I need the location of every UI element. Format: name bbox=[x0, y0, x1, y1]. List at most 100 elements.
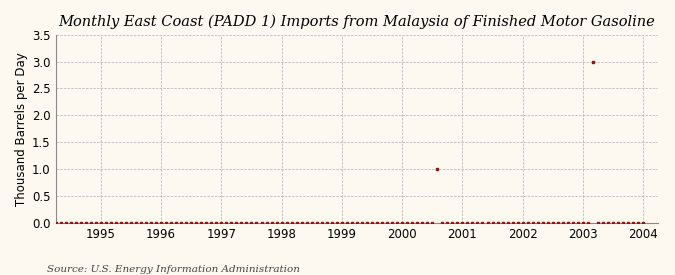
Point bbox=[306, 221, 317, 225]
Point bbox=[542, 221, 553, 225]
Point bbox=[281, 221, 292, 225]
Point bbox=[608, 221, 618, 225]
Point bbox=[266, 221, 277, 225]
Point bbox=[492, 221, 503, 225]
Point bbox=[76, 221, 86, 225]
Point bbox=[146, 221, 157, 225]
Point bbox=[578, 221, 589, 225]
Point bbox=[151, 221, 161, 225]
Point bbox=[121, 221, 132, 225]
Y-axis label: Thousand Barrels per Day: Thousand Barrels per Day bbox=[15, 52, 28, 206]
Point bbox=[191, 221, 202, 225]
Point bbox=[407, 221, 418, 225]
Point bbox=[533, 221, 543, 225]
Point bbox=[397, 221, 408, 225]
Point bbox=[140, 221, 151, 225]
Point bbox=[101, 221, 111, 225]
Point bbox=[597, 221, 608, 225]
Point bbox=[251, 221, 262, 225]
Point bbox=[292, 221, 302, 225]
Point bbox=[402, 221, 412, 225]
Point bbox=[95, 221, 106, 225]
Point bbox=[261, 221, 272, 225]
Point bbox=[161, 221, 171, 225]
Point bbox=[221, 221, 232, 225]
Title: Monthly East Coast (PADD 1) Imports from Malaysia of Finished Motor Gasoline: Monthly East Coast (PADD 1) Imports from… bbox=[59, 15, 655, 29]
Point bbox=[176, 221, 186, 225]
Point bbox=[111, 221, 122, 225]
Point bbox=[115, 221, 126, 225]
Point bbox=[517, 221, 528, 225]
Point bbox=[507, 221, 518, 225]
Point bbox=[80, 221, 91, 225]
Point bbox=[156, 221, 167, 225]
Point bbox=[226, 221, 237, 225]
Point bbox=[522, 221, 533, 225]
Point bbox=[502, 221, 513, 225]
Point bbox=[40, 221, 51, 225]
Point bbox=[256, 221, 267, 225]
Point bbox=[70, 221, 81, 225]
Point bbox=[487, 221, 498, 225]
Point bbox=[241, 221, 252, 225]
Point bbox=[482, 221, 493, 225]
Point bbox=[593, 221, 603, 225]
Point bbox=[618, 221, 628, 225]
Point bbox=[231, 221, 242, 225]
Point bbox=[547, 221, 558, 225]
Point bbox=[467, 221, 478, 225]
Point bbox=[362, 221, 373, 225]
Point bbox=[367, 221, 377, 225]
Point bbox=[276, 221, 287, 225]
Point bbox=[416, 221, 427, 225]
Point bbox=[296, 221, 307, 225]
Point bbox=[166, 221, 177, 225]
Point bbox=[628, 221, 639, 225]
Point bbox=[105, 221, 116, 225]
Point bbox=[603, 221, 614, 225]
Point bbox=[638, 221, 649, 225]
Point bbox=[632, 221, 643, 225]
Point bbox=[568, 221, 578, 225]
Point bbox=[558, 221, 568, 225]
Point bbox=[457, 221, 468, 225]
Point bbox=[512, 221, 523, 225]
Point bbox=[301, 221, 312, 225]
Point bbox=[622, 221, 633, 225]
Point bbox=[271, 221, 282, 225]
Point bbox=[90, 221, 101, 225]
Point bbox=[377, 221, 387, 225]
Point bbox=[321, 221, 332, 225]
Point bbox=[587, 59, 598, 64]
Point bbox=[356, 221, 367, 225]
Point bbox=[216, 221, 227, 225]
Point bbox=[336, 221, 347, 225]
Point bbox=[50, 221, 61, 225]
Point bbox=[45, 221, 56, 225]
Point bbox=[196, 221, 207, 225]
Point bbox=[181, 221, 192, 225]
Point bbox=[472, 221, 483, 225]
Point bbox=[562, 221, 573, 225]
Point bbox=[136, 221, 146, 225]
Point bbox=[537, 221, 548, 225]
Point bbox=[452, 221, 463, 225]
Point bbox=[442, 221, 453, 225]
Point bbox=[130, 221, 141, 225]
Point bbox=[613, 221, 624, 225]
Point bbox=[201, 221, 212, 225]
Point bbox=[437, 221, 448, 225]
Point bbox=[331, 221, 342, 225]
Point bbox=[427, 221, 437, 225]
Point bbox=[497, 221, 508, 225]
Point bbox=[527, 221, 538, 225]
Point bbox=[246, 221, 257, 225]
Point bbox=[236, 221, 247, 225]
Point bbox=[462, 221, 472, 225]
Point bbox=[286, 221, 297, 225]
Point bbox=[432, 167, 443, 171]
Point bbox=[552, 221, 563, 225]
Point bbox=[327, 221, 338, 225]
Point bbox=[342, 221, 352, 225]
Point bbox=[372, 221, 383, 225]
